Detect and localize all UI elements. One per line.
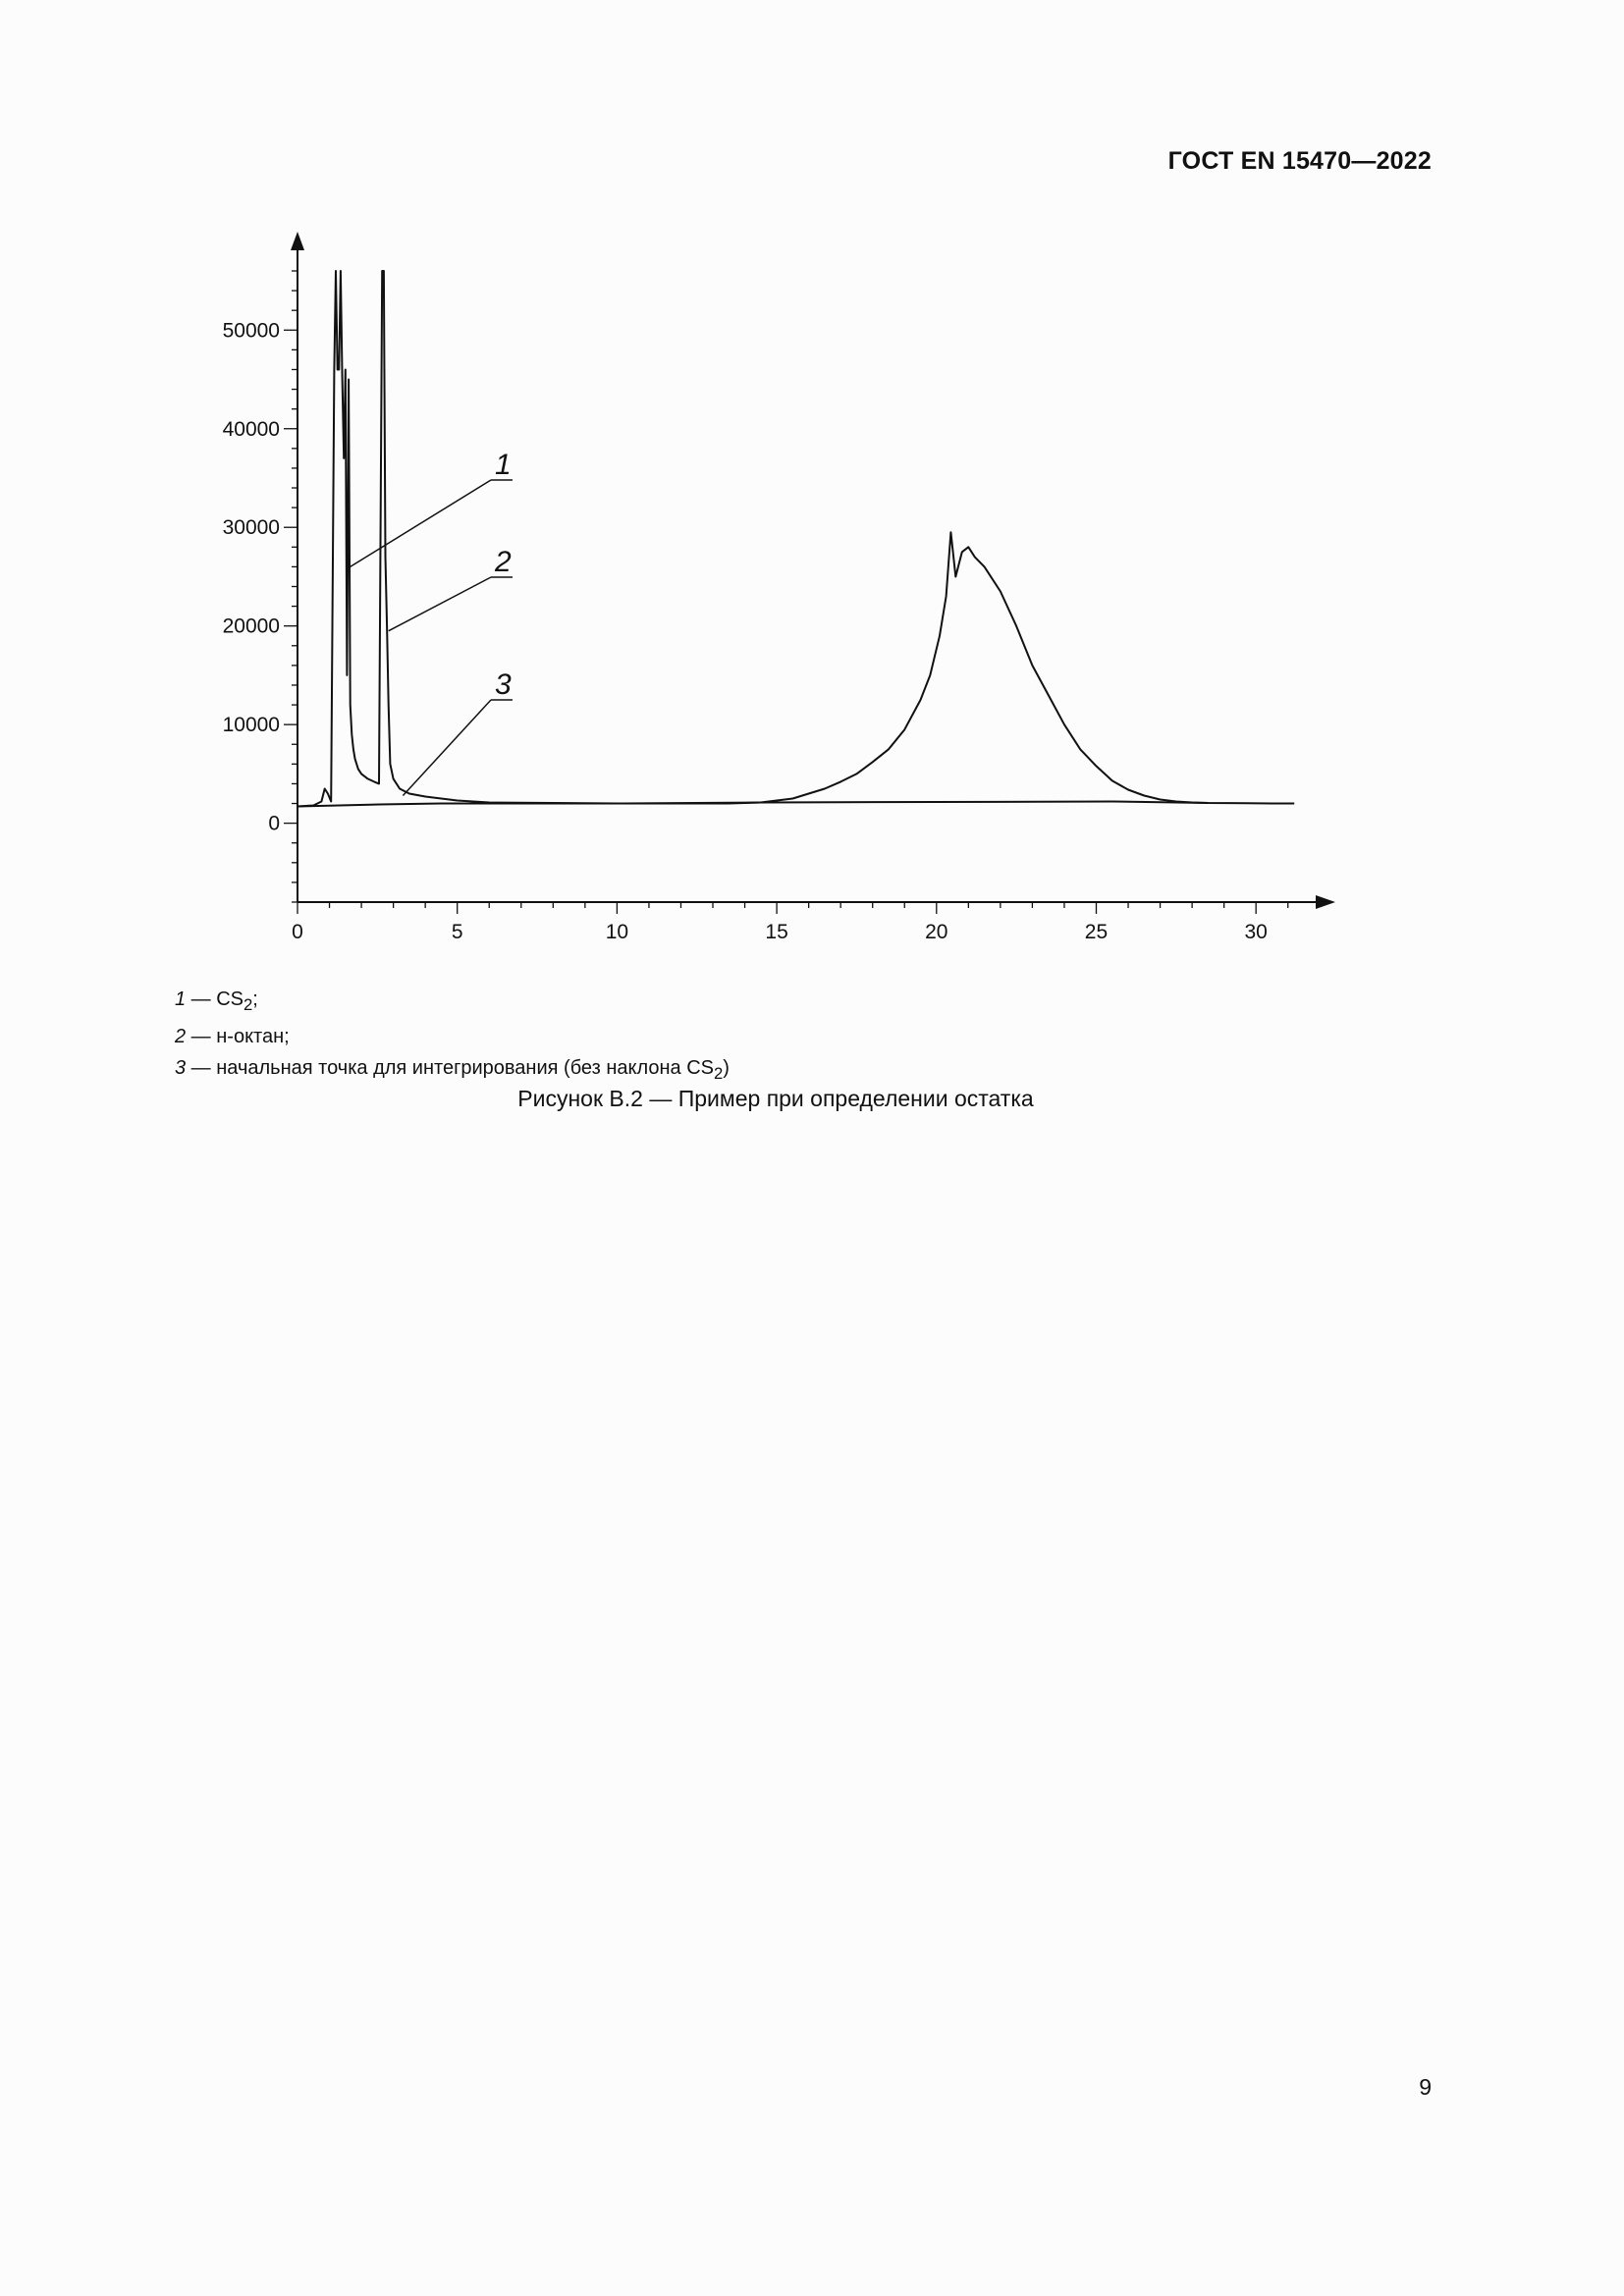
x-tick-label: 20 (925, 921, 947, 943)
document-header: ГОСТ EN 15470—2022 (1167, 147, 1432, 175)
y-tick-label: 0 (268, 813, 280, 835)
callout-leader (402, 699, 492, 797)
y-tick-label: 20000 (223, 615, 280, 638)
figure-caption: Рисунок В.2 — Пример при определении ост… (517, 1086, 1034, 1111)
legend-suffix: ) (723, 1057, 730, 1079)
x-tick-label: 25 (1085, 921, 1108, 943)
x-tick-label: 10 (606, 921, 628, 943)
x-tick-label: 15 (765, 921, 787, 943)
legend-text: — CS (186, 988, 244, 1010)
page-number: 9 (1419, 2074, 1432, 2100)
legend-item-3: 3 — начальная точка для интегрирования (… (175, 1052, 730, 1090)
legend-number: 1 (175, 988, 187, 1010)
legend-suffix: ; (252, 988, 258, 1010)
callout-label: 3 (495, 668, 512, 701)
legend-item-1: 1 — CS2; (175, 984, 730, 1021)
integration-baseline (297, 800, 1209, 808)
legend-text: — н-октан; (186, 1026, 290, 1047)
legend-subscript: 2 (714, 1064, 724, 1083)
y-axis-arrow (291, 232, 304, 250)
chart-series (297, 270, 1295, 808)
callout-label: 1 (495, 449, 512, 481)
chart-callouts: 1 2 3 (350, 449, 513, 797)
legend-text: — начальная точка для интегрирования (бе… (186, 1057, 714, 1079)
y-tick-label: 10000 (223, 714, 280, 736)
callout-label: 2 (494, 546, 512, 578)
x-tick-label: 5 (452, 921, 463, 943)
x-tick-label: 30 (1245, 921, 1268, 943)
chart-axes (291, 232, 1335, 909)
legend-item-2: 2 — н-октан; (175, 1021, 730, 1052)
legend-number: 2 (175, 1026, 187, 1047)
x-axis-arrow (1316, 895, 1335, 909)
legend-subscript: 2 (244, 995, 253, 1014)
callout-leader (350, 479, 492, 568)
figure-legend: 1 — CS2; 2 — н-октан; 3 — начальная точк… (175, 984, 730, 1090)
callout-leader (388, 576, 492, 632)
chart-ticks: 0 10000 20000 30000 40000 50000 0 5 10 15 20 25 30 (223, 270, 1289, 943)
y-tick-label: 50000 (223, 319, 280, 342)
legend-number: 3 (175, 1057, 187, 1079)
x-tick-label: 0 (292, 921, 303, 943)
chromatogram-trace (297, 270, 1295, 808)
chromatogram-chart: 0 10000 20000 30000 40000 50000 0 5 10 15 20 25 30 1… (223, 232, 1335, 943)
y-tick-label: 40000 (223, 418, 280, 441)
y-tick-label: 30000 (223, 516, 280, 539)
